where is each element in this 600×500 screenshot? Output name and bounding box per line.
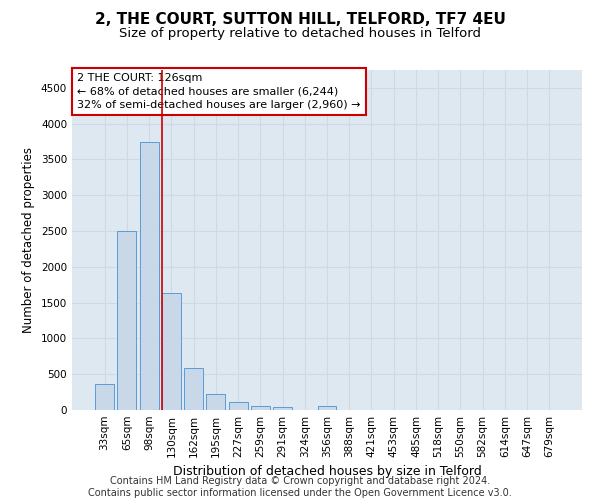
Y-axis label: Number of detached properties: Number of detached properties (22, 147, 35, 333)
Bar (118, 231, 136, 410)
X-axis label: Distribution of detached houses by size in Telford: Distribution of detached houses by size … (173, 466, 481, 478)
Bar (251, 406, 270, 410)
Text: 2 THE COURT: 126sqm
← 68% of detached houses are smaller (6,244)
32% of semi-det: 2 THE COURT: 126sqm ← 68% of detached ho… (77, 74, 361, 110)
Bar (273, 408, 292, 410)
Bar (140, 142, 158, 410)
Bar (162, 292, 181, 410)
Text: 2, THE COURT, SUTTON HILL, TELFORD, TF7 4EU: 2, THE COURT, SUTTON HILL, TELFORD, TF7 … (95, 12, 505, 28)
Text: Size of property relative to detached houses in Telford: Size of property relative to detached ho… (119, 28, 481, 40)
Text: Contains HM Land Registry data © Crown copyright and database right 2024.
Contai: Contains HM Land Registry data © Crown c… (88, 476, 512, 498)
Bar (184, 368, 203, 410)
Bar (229, 402, 248, 410)
Bar (317, 406, 337, 410)
Bar (206, 394, 225, 410)
Bar (95, 384, 114, 410)
